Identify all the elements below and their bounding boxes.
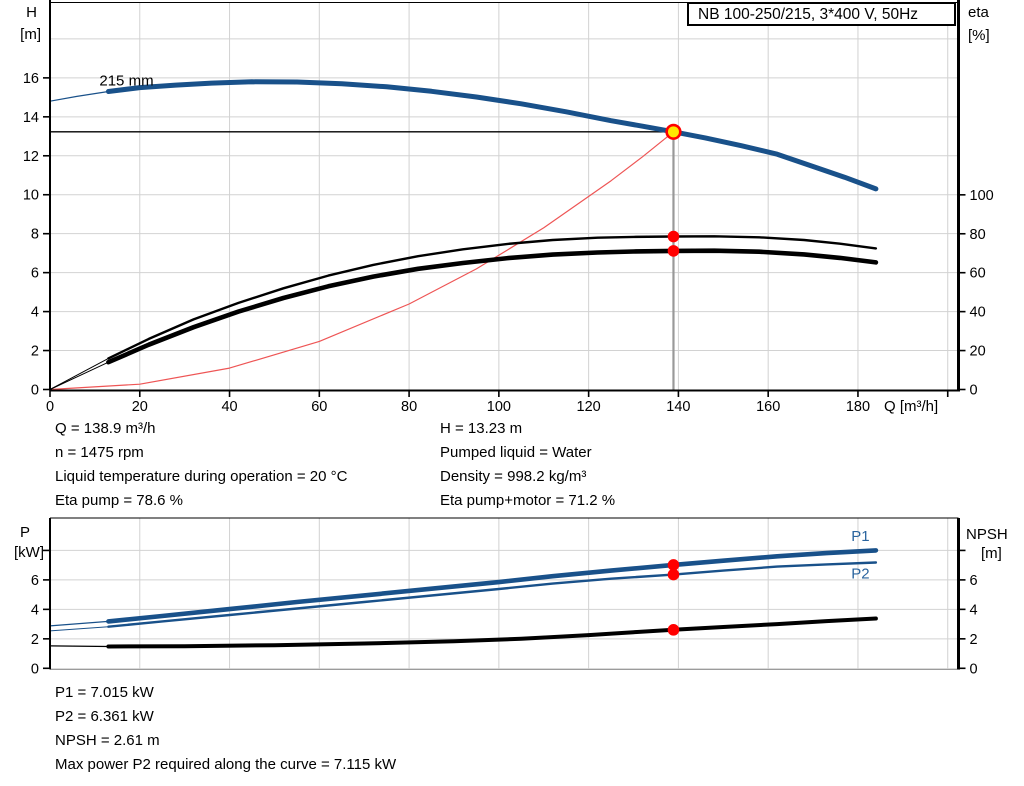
duty-point[interactable] — [665, 123, 682, 140]
y-tick-label-right: 4 — [970, 602, 978, 618]
series-label-p1: P1 — [851, 528, 869, 545]
y-tick-label-left: 4 — [31, 305, 39, 321]
p2-point — [667, 568, 680, 581]
y-tick-label-left: 6 — [31, 573, 39, 589]
power-summary-text: P1 = 7.015 kW P2 = 6.361 kW NPSH = 2.61 … — [55, 681, 396, 777]
x-tick-label: 0 — [46, 399, 54, 415]
axis-label-m: [m] — [981, 545, 1002, 562]
eta-pump-motor-curve-thin-extension — [49, 250, 876, 390]
flow-value: Q = 138.9 m³/h — [55, 420, 156, 437]
chart-title-box: NB 100-250/215, 3*400 V, 50Hz — [687, 2, 956, 26]
x-tick-label: 160 — [756, 399, 780, 415]
x-tick-label: 60 — [311, 399, 327, 415]
pumped-liquid-value: Pumped liquid = Water — [440, 444, 592, 461]
npsh-curve — [106, 616, 878, 649]
max-power-value: Max power P2 required along the curve = … — [55, 756, 397, 773]
y-tick-label-right: 40 — [970, 305, 986, 321]
y-tick-label-left: 2 — [31, 344, 39, 360]
p2-curve — [107, 561, 878, 628]
eta-pump-motor-value: Eta pump+motor = 71.2 % — [440, 492, 616, 509]
axis-label-Qmh: Q [m³/h] — [884, 398, 938, 415]
p2-value: P2 = 6.361 kW — [55, 708, 154, 725]
eta-pump-motor-point — [667, 245, 680, 257]
y-tick-label-right: 80 — [970, 227, 986, 243]
eta-pump-curve — [107, 235, 878, 360]
p1-value: P1 = 7.015 kW — [55, 684, 154, 701]
x-tick-label: 20 — [132, 399, 148, 415]
axis-label-m: [m] — [20, 26, 41, 43]
axis-label-P: P — [20, 524, 30, 541]
pump-curve-215mm-thin-extension — [49, 81, 877, 190]
x-tick-label: 180 — [846, 399, 870, 415]
axis-label-: [%] — [968, 27, 990, 44]
y-tick-label-right: 100 — [970, 188, 994, 204]
axis-label-NPSH: NPSH — [966, 526, 1008, 543]
duty-point-text-right: H = 13.23 m Pumped liquid = Water Densit… — [440, 417, 615, 513]
liquid-temperature-value: Liquid temperature during operation = 20… — [55, 468, 348, 485]
axis-label-H: H — [26, 4, 37, 21]
x-tick-label: 100 — [487, 399, 511, 415]
y-tick-label-left: 4 — [31, 602, 39, 618]
y-tick-label-left: 10 — [23, 188, 39, 204]
eta-pump-value: Eta pump = 78.6 % — [55, 492, 183, 509]
axis-label-eta: eta — [968, 4, 990, 21]
y-tick-label-left: 2 — [31, 632, 39, 648]
npsh-value: NPSH = 2.61 m — [55, 732, 160, 749]
y-tick-label-right: 2 — [970, 632, 978, 648]
x-tick-label: 120 — [577, 399, 601, 415]
y-tick-label-left: 8 — [31, 227, 39, 243]
y-tick-label-right: 20 — [970, 344, 986, 360]
x-tick-label: 140 — [666, 399, 690, 415]
y-tick-label-right: 0 — [970, 661, 978, 677]
x-tick-label: 40 — [221, 399, 237, 415]
y-tick-label-right: 6 — [970, 573, 978, 589]
eta-pump-point — [667, 230, 680, 243]
head-value: H = 13.23 m — [440, 420, 523, 437]
y-tick-label-left: 6 — [31, 266, 39, 282]
x-tick-label: 80 — [401, 399, 417, 415]
p1-curve — [106, 548, 879, 624]
y-tick-label-left: 0 — [31, 383, 39, 399]
series-label-215-mm: 215 mm — [99, 72, 153, 89]
axis-label-kW: [kW] — [14, 544, 44, 561]
pump-curve-215mm — [105, 79, 879, 192]
y-tick-label-left: 14 — [23, 110, 39, 126]
npsh-point — [667, 624, 680, 636]
pump-model-label: NB 100-250/215, 3*400 V, 50Hz — [698, 6, 919, 23]
duty-point-text-left: Q = 138.9 m³/h n = 1475 rpm Liquid tempe… — [55, 417, 347, 513]
series-label-p2: P2 — [851, 565, 869, 582]
eta-pump-motor-curve — [106, 248, 879, 365]
density-value: Density = 998.2 kg/m³ — [440, 468, 587, 485]
speed-value: n = 1475 rpm — [55, 444, 144, 461]
eta-pump-curve-thin-extension — [49, 235, 876, 390]
y-tick-label-right: 0 — [970, 383, 978, 399]
y-tick-label-left: 12 — [23, 149, 39, 165]
y-tick-label-left: 16 — [23, 71, 39, 87]
p1-point — [667, 559, 680, 571]
y-tick-label-left: 0 — [31, 661, 39, 677]
y-tick-label-right: 60 — [970, 266, 986, 282]
system-curve — [49, 131, 675, 391]
